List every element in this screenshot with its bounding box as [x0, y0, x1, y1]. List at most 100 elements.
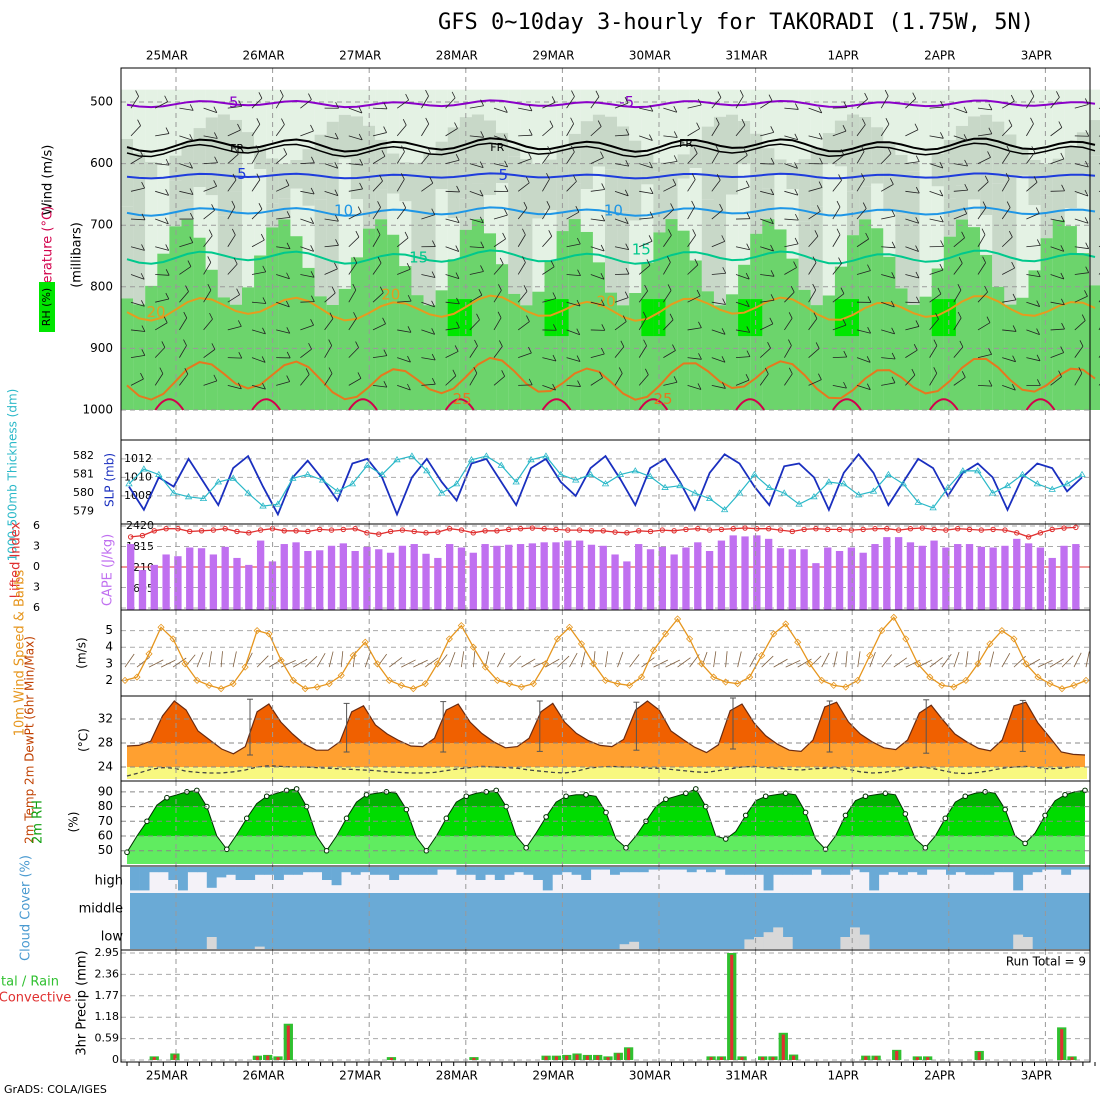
rh-cell — [194, 238, 206, 410]
wind-barb — [726, 651, 727, 667]
rh-cell — [303, 268, 315, 410]
cloud-high-bar — [965, 867, 975, 875]
rh-cell — [762, 90, 774, 149]
wind-barb — [822, 653, 829, 667]
rh-cell — [315, 296, 327, 410]
contour-label: 5 — [499, 166, 509, 184]
cloud-high-bar — [591, 867, 601, 870]
rh-cell — [992, 90, 1004, 122]
cloud-high-bar — [1004, 867, 1014, 872]
temp-area — [127, 695, 1087, 767]
precip-conv-bar — [586, 1056, 589, 1060]
rh-cell — [1077, 253, 1089, 410]
wind-barb — [666, 660, 680, 667]
rh-cell — [956, 126, 968, 186]
rh-cell — [944, 299, 956, 336]
y-tick-label: 800 — [90, 279, 113, 293]
rh-point — [544, 815, 549, 820]
rh-cell — [1041, 164, 1053, 196]
rh-cell — [714, 305, 726, 410]
cloud-high-bar — [1032, 867, 1042, 872]
cape-bar — [541, 542, 548, 610]
date-label-top: 28MAR — [436, 49, 478, 63]
cloud-high-bar — [764, 867, 774, 890]
rh-cell — [593, 262, 605, 410]
wind-barb — [738, 652, 742, 668]
cape-bar — [186, 548, 193, 610]
precip-conv-bar — [895, 1051, 898, 1060]
cloud-high-bar — [380, 867, 390, 875]
cape-bar — [1025, 543, 1032, 610]
cloud-high-bar — [677, 867, 687, 870]
wind-barb — [557, 656, 569, 667]
rh-point — [564, 794, 569, 799]
cloud-low-bar — [764, 932, 774, 949]
cloud-high-bar — [648, 867, 658, 870]
cloud-high-bar — [706, 867, 716, 872]
cloud-high-bar — [735, 867, 745, 875]
cape-bar — [257, 541, 264, 610]
rh-cell — [411, 295, 423, 410]
rh-cell — [726, 115, 738, 195]
rh-cell — [206, 90, 218, 118]
cloud-high-bar — [245, 867, 255, 880]
cape-bar — [777, 548, 784, 610]
precip-conv-bar — [256, 1056, 259, 1060]
rh-cell — [145, 162, 157, 179]
wind-barb — [606, 651, 608, 667]
date-label-bottom: 3APR — [1021, 1069, 1052, 1083]
cloud-high-bar — [1042, 867, 1052, 870]
rh-cell — [182, 142, 194, 199]
rh-point — [524, 846, 529, 851]
precip-conv-bar — [1060, 1029, 1063, 1060]
rh-cell — [702, 291, 714, 410]
cape-bar — [458, 548, 465, 610]
cape-bar — [600, 546, 607, 610]
rh-point — [684, 791, 689, 796]
page-title: GFS 0~10day 3-hourly for TAKORADI (1.75W… — [438, 10, 1098, 44]
rh-point — [923, 846, 928, 851]
cloud-high-bar — [725, 867, 735, 875]
cloud-low-bar — [255, 947, 265, 949]
cloud-high-bar — [140, 867, 150, 890]
cloud-high-bar — [812, 867, 822, 870]
rh-cell — [230, 305, 242, 410]
rh-cell — [133, 90, 145, 153]
rh-point — [504, 804, 509, 809]
rh-cell — [968, 227, 980, 410]
cloud-high-bar — [1013, 867, 1023, 890]
rh-point — [364, 792, 369, 797]
wind-barb — [581, 652, 585, 668]
rh-cell — [230, 191, 242, 305]
rh-cell — [448, 299, 460, 336]
cloud-high-bar — [188, 867, 198, 872]
rh-cell — [1089, 90, 1100, 120]
rh-cell — [520, 305, 532, 410]
rh-cell — [520, 178, 532, 306]
cloud-high-bar — [879, 867, 889, 875]
precip-legend-total: tal / Rain — [1, 975, 59, 990]
rh-tick-label: 50 — [98, 843, 113, 857]
cloud-high-bar — [428, 867, 438, 875]
rh-point — [404, 807, 409, 812]
cloud-high-bar — [293, 867, 303, 875]
cloud-high-bar — [850, 867, 860, 870]
rh-cell — [399, 162, 411, 201]
date-label-bottom: 2APR — [924, 1069, 955, 1083]
y-tick-label: 500 — [90, 95, 113, 109]
wind-barb — [389, 657, 402, 667]
wind-barb — [990, 652, 994, 668]
wind-barb — [521, 659, 535, 667]
precip-conv-bar — [627, 1048, 630, 1060]
cloud-high-bar — [888, 867, 898, 872]
rh-cell — [206, 117, 218, 195]
cape-bar — [481, 544, 488, 610]
cloud-low-bar — [773, 927, 783, 949]
wind-barb — [305, 656, 317, 667]
rh-point — [224, 847, 229, 852]
cloud-high-bar — [840, 867, 850, 875]
wind-barb — [413, 660, 427, 667]
rh-cell — [242, 90, 254, 132]
cloud-low-bar — [629, 942, 639, 949]
cape-bar — [765, 539, 772, 610]
